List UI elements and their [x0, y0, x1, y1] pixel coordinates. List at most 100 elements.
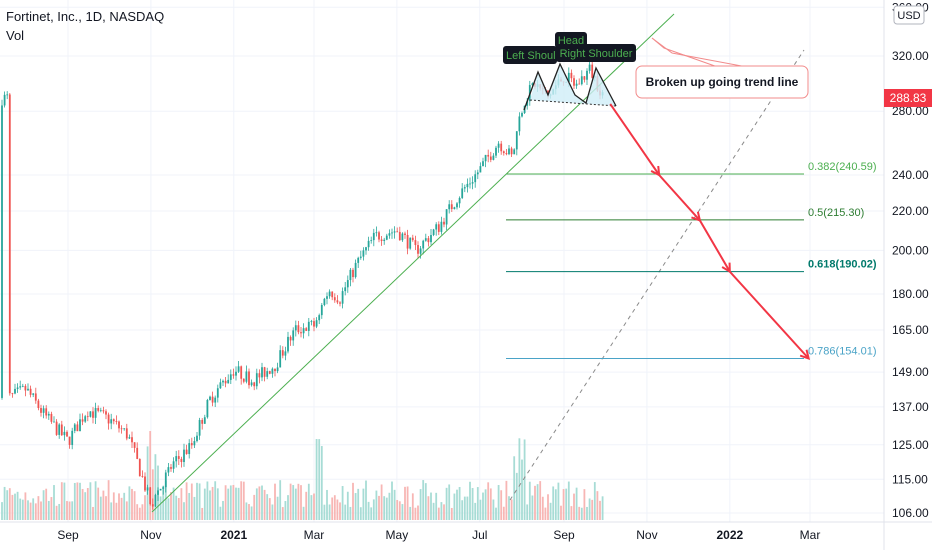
candle-body	[432, 229, 435, 236]
time-axis[interactable]: Sep Nov 2021 Mar May Jul Sep Nov 2022 Mar	[0, 521, 932, 542]
candle-body	[245, 371, 248, 382]
left-shoulder-label[interactable]: Left Shoulder	[503, 46, 572, 64]
candle-body	[352, 269, 354, 278]
volume-bar	[37, 496, 40, 520]
volume-bar	[445, 487, 448, 520]
candle-body	[445, 209, 448, 225]
trend-callout[interactable]: Broken up going trend line	[635, 65, 809, 99]
candle-body	[107, 414, 110, 424]
candle-body	[27, 388, 29, 391]
candle-body	[443, 221, 445, 225]
candle-body	[370, 240, 373, 241]
volume-bar	[349, 506, 352, 520]
currency-text: USD	[897, 10, 920, 22]
volume-bar	[357, 488, 360, 520]
candle-body	[458, 197, 461, 204]
fib-levels[interactable]: 0.382(240.59) 0.5(215.30) 0.618(190.02) 0.7…	[506, 161, 877, 359]
candle-body	[68, 436, 71, 445]
volume-bar	[45, 488, 48, 520]
volume-bar	[102, 490, 105, 520]
volume-bar	[549, 502, 552, 520]
time-tick-label: Sep	[57, 528, 79, 542]
volume-bar	[203, 488, 206, 520]
candle-body	[474, 174, 477, 183]
volume-bar	[107, 480, 110, 520]
volume-bar	[151, 469, 154, 520]
volume-bar	[289, 483, 292, 520]
candle-body	[409, 237, 412, 249]
candle-body	[214, 397, 217, 403]
volume-bar	[521, 459, 523, 520]
candle-body	[411, 237, 414, 241]
volume-bar	[502, 506, 505, 520]
candle-body	[235, 371, 237, 376]
candle-body	[450, 204, 453, 210]
candle-body	[240, 366, 243, 379]
volume-bar	[588, 498, 591, 520]
volume-bar	[536, 484, 539, 520]
dashed-trend-line[interactable]	[509, 49, 805, 501]
volume-bar	[206, 481, 209, 520]
volume-bar	[489, 488, 492, 520]
volume-bar	[245, 502, 248, 520]
volume-bar	[565, 488, 568, 520]
candle-body	[414, 240, 417, 246]
volume-bar	[554, 489, 557, 520]
time-tick-label: Nov	[140, 528, 161, 542]
volume-bar	[258, 486, 261, 520]
candle-body	[372, 232, 375, 241]
volume-bar	[323, 504, 326, 520]
volume-bar	[422, 480, 425, 520]
candle-body	[310, 321, 313, 322]
volume-bar	[320, 446, 323, 520]
volume-bar	[138, 507, 141, 520]
volume-bar	[68, 501, 71, 520]
candle-body	[105, 411, 107, 415]
candle-body	[71, 430, 74, 445]
candle-body	[34, 393, 37, 401]
head-shoulders-pattern[interactable]	[523, 62, 617, 111]
volume-bar	[474, 502, 477, 520]
right-shoulder-label[interactable]: Right Shoulder	[556, 44, 636, 62]
price-tick-label: 240.00	[892, 168, 929, 182]
candle-body	[362, 250, 365, 257]
candle-body	[505, 153, 508, 155]
candle-body	[255, 373, 258, 387]
projection-path[interactable]	[609, 103, 811, 361]
candle-body	[513, 149, 516, 155]
projection-line[interactable]	[609, 103, 810, 360]
candle-body	[73, 424, 76, 431]
candle-body	[497, 143, 500, 148]
volume-bar	[333, 495, 336, 520]
candle-body	[180, 458, 183, 463]
candle-body	[47, 413, 50, 416]
candle-body	[94, 408, 97, 418]
volume-bar	[133, 491, 136, 520]
candle-body	[437, 224, 440, 232]
projection-arrowhead	[691, 211, 702, 223]
candle-body	[250, 382, 253, 386]
currency-badge[interactable]: USD	[893, 5, 925, 25]
price-axis[interactable]: 106.00 115.00 125.00 137.00 149.00 165.00 180.…	[883, 0, 929, 550]
candle-body	[45, 408, 48, 416]
volume-bar	[583, 489, 586, 520]
volume-bar	[14, 493, 16, 520]
candle-body	[229, 374, 232, 380]
volume-bar	[224, 485, 227, 520]
candle-body	[440, 221, 443, 232]
volume-bar	[149, 431, 152, 520]
volume-bar	[60, 482, 63, 520]
volume-bar	[255, 488, 258, 520]
volume-bar	[284, 501, 287, 520]
candle-body	[167, 467, 170, 473]
candle-body	[333, 297, 336, 301]
candle-body	[305, 328, 308, 331]
volume-bar	[271, 504, 274, 520]
candle-body	[482, 161, 484, 167]
candle-body	[177, 456, 180, 459]
uptrend-line[interactable]	[151, 13, 675, 513]
volume-bar	[47, 500, 50, 520]
volume-bar	[123, 492, 126, 520]
volume-bar	[427, 496, 430, 520]
